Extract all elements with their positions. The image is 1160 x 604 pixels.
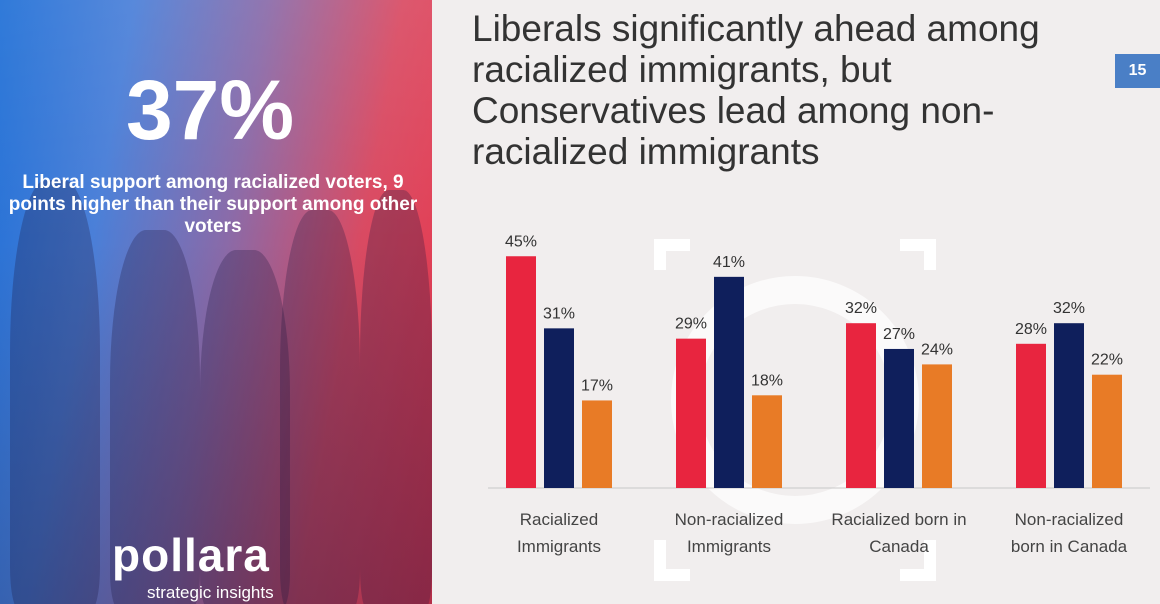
photo-figure xyxy=(200,250,290,604)
category-label: Canada xyxy=(869,537,929,556)
stat-description: Liberal support among racialized voters,… xyxy=(8,172,418,237)
data-label: 17% xyxy=(581,377,613,394)
bar-liberal xyxy=(506,256,536,488)
category-label: Racialized born in xyxy=(831,510,966,529)
photo-figure xyxy=(280,210,360,604)
left-panel: 37% Liberal support among racialized vot… xyxy=(0,0,432,604)
data-label: 41% xyxy=(713,254,745,271)
bar-conservative xyxy=(1054,323,1084,488)
bar-liberal xyxy=(676,338,706,488)
data-label: 27% xyxy=(883,326,915,343)
chart-title: Liberals significantly ahead among racia… xyxy=(472,8,1040,172)
category-label: Non-racialized xyxy=(675,510,784,529)
category-label: Immigrants xyxy=(517,537,601,556)
category-label: Immigrants xyxy=(687,537,771,556)
data-label: 32% xyxy=(1053,300,1085,317)
bar-ndp xyxy=(582,400,612,488)
category-label: born in Canada xyxy=(1011,537,1128,556)
bar-conservative xyxy=(884,348,914,488)
pollara-logo: pollara xyxy=(112,529,270,581)
bar-conservative xyxy=(714,276,744,488)
data-label: 22% xyxy=(1091,352,1123,369)
bar-ndp xyxy=(922,364,952,488)
bar-ndp xyxy=(1092,374,1122,488)
bar-conservative xyxy=(544,328,574,488)
headline-stat: 37% xyxy=(125,63,295,157)
data-label: 31% xyxy=(543,305,575,322)
data-label: 32% xyxy=(845,300,877,317)
photo-figure xyxy=(10,180,100,604)
photo-figure xyxy=(360,190,432,604)
category-label: Non-racialized xyxy=(1015,510,1124,529)
data-label: 24% xyxy=(921,341,953,358)
data-label: 28% xyxy=(1015,321,1047,338)
page-number: 15 xyxy=(1115,54,1160,88)
bar-ndp xyxy=(752,395,782,488)
bar-liberal xyxy=(1016,343,1046,488)
logo-tagline: strategic insights xyxy=(147,583,274,602)
data-label: 45% xyxy=(505,233,537,250)
data-label: 29% xyxy=(675,316,707,333)
bar-liberal xyxy=(846,323,876,488)
data-label: 18% xyxy=(751,372,783,389)
category-label: Racialized xyxy=(520,510,598,529)
photo-figure xyxy=(110,230,200,604)
